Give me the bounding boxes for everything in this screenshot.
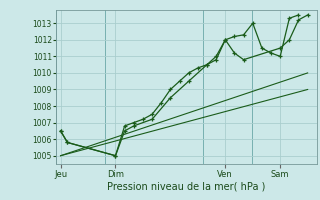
X-axis label: Pression niveau de la mer( hPa ): Pression niveau de la mer( hPa ): [107, 181, 266, 191]
